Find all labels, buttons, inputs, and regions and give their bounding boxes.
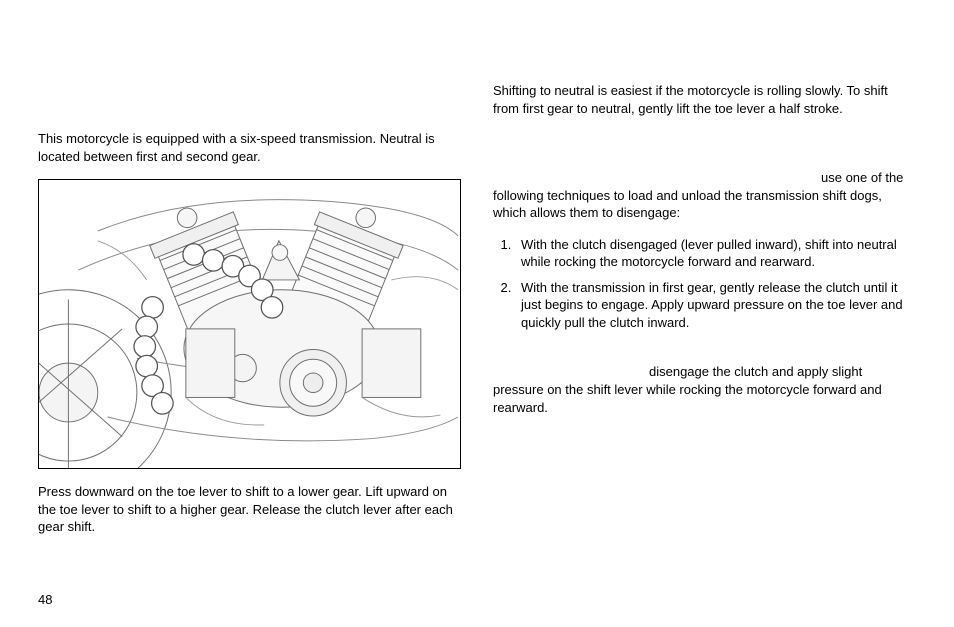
engine-diagram — [38, 179, 461, 469]
page-columns: This motorcycle is equipped with a six-s… — [38, 40, 916, 580]
intro-text: This motorcycle is equipped with a six-s… — [38, 130, 461, 165]
left-column: This motorcycle is equipped with a six-s… — [38, 40, 461, 580]
techniques-list: With the clutch disengaged (lever pulled… — [493, 236, 916, 340]
right-column: Shifting to neutral is easiest if the mo… — [493, 40, 916, 580]
technique-1: With the clutch disengaged (lever pulled… — [515, 236, 916, 271]
diagram-caption: Press downward on the toe lever to shift… — [38, 483, 461, 536]
page-number: 48 — [38, 591, 52, 609]
technique-2: With the transmission in first gear, gen… — [515, 279, 916, 332]
engine-svg — [39, 180, 460, 468]
techniques-intro: use one of the following techniques to l… — [493, 169, 916, 222]
rocking-tip: disengage the clutch and apply slight pr… — [493, 363, 916, 416]
neutral-tip: Shifting to neutral is easiest if the mo… — [493, 82, 916, 117]
rocking-tip-tail: disengage the clutch and apply slight pr… — [493, 364, 882, 414]
techniques-intro-tail: use one of the following techniques to l… — [493, 170, 903, 220]
